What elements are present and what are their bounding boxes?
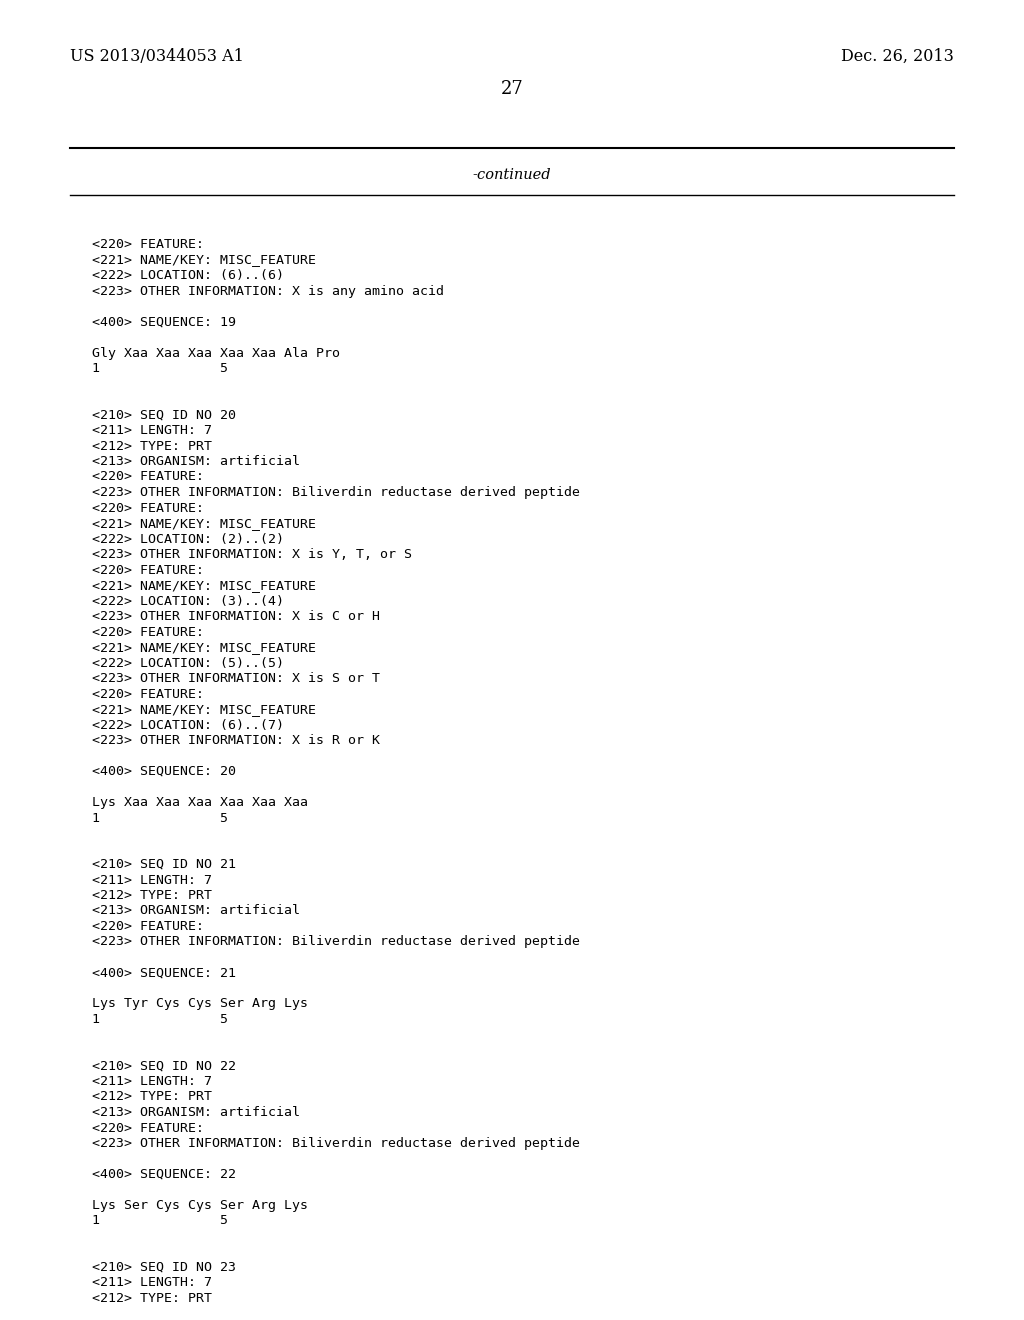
Text: <210> SEQ ID NO 22: <210> SEQ ID NO 22 [92,1060,236,1072]
Text: <400> SEQUENCE: 22: <400> SEQUENCE: 22 [92,1168,236,1181]
Text: <210> SEQ ID NO 20: <210> SEQ ID NO 20 [92,408,236,421]
Text: <220> FEATURE:: <220> FEATURE: [92,920,204,933]
Text: <220> FEATURE:: <220> FEATURE: [92,1122,204,1134]
Text: <220> FEATURE:: <220> FEATURE: [92,502,204,515]
Text: <222> LOCATION: (6)..(7): <222> LOCATION: (6)..(7) [92,718,284,731]
Text: <220> FEATURE:: <220> FEATURE: [92,470,204,483]
Text: <223> OTHER INFORMATION: Biliverdin reductase derived peptide: <223> OTHER INFORMATION: Biliverdin redu… [92,486,580,499]
Text: <211> LENGTH: 7: <211> LENGTH: 7 [92,1074,212,1088]
Text: <210> SEQ ID NO 21: <210> SEQ ID NO 21 [92,858,236,871]
Text: <221> NAME/KEY: MISC_FEATURE: <221> NAME/KEY: MISC_FEATURE [92,517,316,531]
Text: US 2013/0344053 A1: US 2013/0344053 A1 [70,48,244,65]
Text: <211> LENGTH: 7: <211> LENGTH: 7 [92,874,212,887]
Text: <213> ORGANISM: artificial: <213> ORGANISM: artificial [92,904,300,917]
Text: <222> LOCATION: (5)..(5): <222> LOCATION: (5)..(5) [92,656,284,669]
Text: <221> NAME/KEY: MISC_FEATURE: <221> NAME/KEY: MISC_FEATURE [92,579,316,591]
Text: <212> TYPE: PRT: <212> TYPE: PRT [92,1090,212,1104]
Text: 1               5: 1 5 [92,362,228,375]
Text: 1               5: 1 5 [92,812,228,825]
Text: <223> OTHER INFORMATION: X is S or T: <223> OTHER INFORMATION: X is S or T [92,672,380,685]
Text: <220> FEATURE:: <220> FEATURE: [92,564,204,577]
Text: <220> FEATURE:: <220> FEATURE: [92,626,204,639]
Text: <212> TYPE: PRT: <212> TYPE: PRT [92,440,212,453]
Text: 27: 27 [501,81,523,98]
Text: <223> OTHER INFORMATION: X is R or K: <223> OTHER INFORMATION: X is R or K [92,734,380,747]
Text: Gly Xaa Xaa Xaa Xaa Xaa Ala Pro: Gly Xaa Xaa Xaa Xaa Xaa Ala Pro [92,346,340,359]
Text: <222> LOCATION: (6)..(6): <222> LOCATION: (6)..(6) [92,269,284,282]
Text: <400> SEQUENCE: 21: <400> SEQUENCE: 21 [92,966,236,979]
Text: Dec. 26, 2013: Dec. 26, 2013 [841,48,954,65]
Text: <223> OTHER INFORMATION: Biliverdin reductase derived peptide: <223> OTHER INFORMATION: Biliverdin redu… [92,1137,580,1150]
Text: <213> ORGANISM: artificial: <213> ORGANISM: artificial [92,455,300,469]
Text: <223> OTHER INFORMATION: X is C or H: <223> OTHER INFORMATION: X is C or H [92,610,380,623]
Text: 1               5: 1 5 [92,1012,228,1026]
Text: -continued: -continued [473,168,551,182]
Text: <220> FEATURE:: <220> FEATURE: [92,688,204,701]
Text: Lys Tyr Cys Cys Ser Arg Lys: Lys Tyr Cys Cys Ser Arg Lys [92,998,308,1011]
Text: <212> TYPE: PRT: <212> TYPE: PRT [92,1292,212,1305]
Text: <213> ORGANISM: artificial: <213> ORGANISM: artificial [92,1106,300,1119]
Text: <221> NAME/KEY: MISC_FEATURE: <221> NAME/KEY: MISC_FEATURE [92,253,316,267]
Text: <221> NAME/KEY: MISC_FEATURE: <221> NAME/KEY: MISC_FEATURE [92,642,316,653]
Text: <211> LENGTH: 7: <211> LENGTH: 7 [92,1276,212,1290]
Text: <222> LOCATION: (2)..(2): <222> LOCATION: (2)..(2) [92,532,284,545]
Text: 1               5: 1 5 [92,1214,228,1228]
Text: <211> LENGTH: 7: <211> LENGTH: 7 [92,424,212,437]
Text: <223> OTHER INFORMATION: X is any amino acid: <223> OTHER INFORMATION: X is any amino … [92,285,444,297]
Text: <220> FEATURE:: <220> FEATURE: [92,238,204,251]
Text: Lys Ser Cys Cys Ser Arg Lys: Lys Ser Cys Cys Ser Arg Lys [92,1199,308,1212]
Text: <400> SEQUENCE: 19: <400> SEQUENCE: 19 [92,315,236,329]
Text: <222> LOCATION: (3)..(4): <222> LOCATION: (3)..(4) [92,594,284,607]
Text: <210> SEQ ID NO 23: <210> SEQ ID NO 23 [92,1261,236,1274]
Text: <400> SEQUENCE: 20: <400> SEQUENCE: 20 [92,766,236,777]
Text: Lys Xaa Xaa Xaa Xaa Xaa Xaa: Lys Xaa Xaa Xaa Xaa Xaa Xaa [92,796,308,809]
Text: <223> OTHER INFORMATION: X is Y, T, or S: <223> OTHER INFORMATION: X is Y, T, or S [92,548,412,561]
Text: <223> OTHER INFORMATION: Biliverdin reductase derived peptide: <223> OTHER INFORMATION: Biliverdin redu… [92,936,580,949]
Text: <212> TYPE: PRT: <212> TYPE: PRT [92,888,212,902]
Text: <221> NAME/KEY: MISC_FEATURE: <221> NAME/KEY: MISC_FEATURE [92,704,316,715]
